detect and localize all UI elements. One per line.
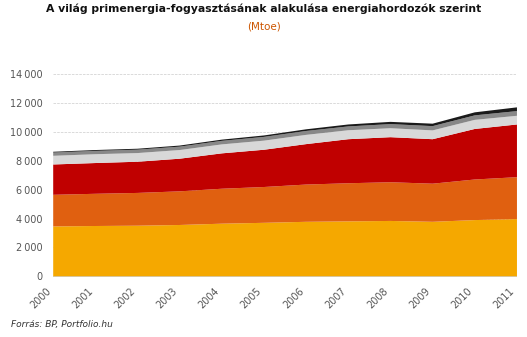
Text: A világ primenergia-fogyasztásának alakulása energiahordozók szerint: A világ primenergia-fogyasztásának alaku… [46,3,481,14]
Text: (Mtoe): (Mtoe) [247,22,280,32]
Text: Forrás: BP, Portfolio.hu: Forrás: BP, Portfolio.hu [11,319,112,329]
